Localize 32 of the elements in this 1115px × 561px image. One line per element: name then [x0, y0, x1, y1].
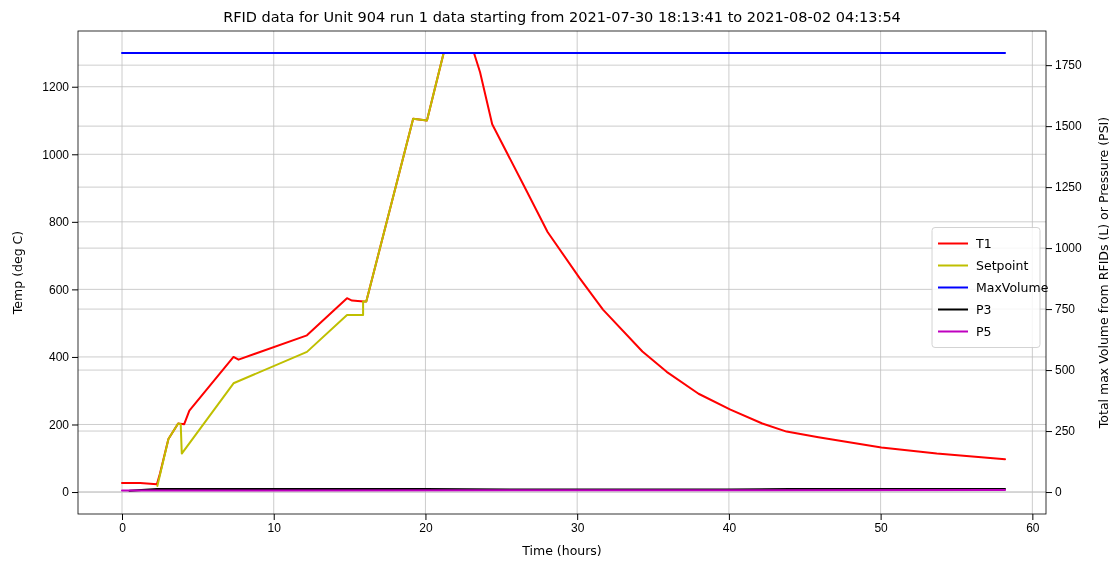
- y2-axis-title: Total max Volume from RFIDs (L) or Pressure (PSI): [1096, 116, 1111, 430]
- y2-tick-label: 1500: [1055, 119, 1083, 134]
- legend-label: P3: [976, 301, 992, 317]
- legend-label: MaxVolume: [976, 279, 1049, 295]
- y2-tick-label: 750: [1055, 302, 1076, 317]
- y2-tick-label: 1250: [1055, 180, 1083, 195]
- y2-tick-label: 500: [1055, 363, 1076, 378]
- y-tick-label: 1200: [42, 80, 70, 95]
- x-tick-label: 20: [419, 520, 433, 535]
- x-tick-label: 10: [267, 520, 282, 535]
- y-tick-label: 200: [48, 417, 70, 432]
- y-tick-label: 600: [48, 282, 70, 297]
- x-axis-title: Time (hours): [521, 543, 602, 558]
- y2-tick-label: 250: [1055, 424, 1076, 439]
- y-axis-title: Temp (deg C): [10, 230, 25, 316]
- legend-label: Setpoint: [976, 257, 1029, 273]
- y2-tick-label: 0: [1055, 485, 1062, 500]
- line-series: [156, 51, 445, 487]
- x-tick-label: 50: [874, 520, 889, 535]
- legend-label: T1: [975, 235, 992, 251]
- y-tick-label: 800: [48, 215, 70, 230]
- x-tick-label: 30: [570, 520, 585, 535]
- legend-label: P5: [976, 323, 992, 339]
- y-tick-label: 400: [48, 350, 70, 365]
- y2-tick-label: 1750: [1055, 58, 1083, 73]
- x-tick-label: 60: [1026, 520, 1040, 535]
- y-tick-label: 0: [62, 485, 70, 500]
- chart-title: RFID data for Unit 904 run 1 data starting from 2021-07-30 18:13:41 to 2021-08-02 04:13:54: [223, 9, 901, 25]
- y2-tick-label: 1000: [1055, 241, 1083, 256]
- y-tick-label: 1000: [42, 147, 70, 162]
- x-tick-label: 40: [722, 520, 737, 535]
- x-tick-label: 0: [119, 520, 127, 535]
